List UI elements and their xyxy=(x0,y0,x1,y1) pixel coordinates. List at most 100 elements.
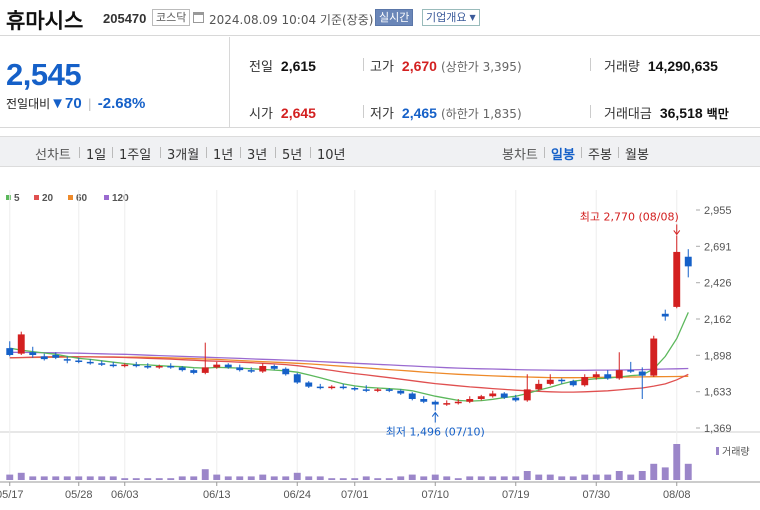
volume-bar-48 xyxy=(558,476,566,480)
volume-bar-15 xyxy=(178,476,186,480)
candle-body-33 xyxy=(385,389,393,391)
volume-label: 거래량 xyxy=(604,60,640,75)
volume-bar-14 xyxy=(167,478,175,480)
volume-bar-52 xyxy=(604,474,612,480)
candle-body-47 xyxy=(546,379,554,384)
volume-bar-50 xyxy=(581,474,589,480)
candle-body-57 xyxy=(661,313,669,317)
volume-bar-3 xyxy=(40,476,48,480)
candle-body-43 xyxy=(500,393,508,398)
volume-bar-58 xyxy=(673,444,681,480)
volume-bar-49 xyxy=(569,476,577,480)
legend-ma5: 5 xyxy=(6,193,20,204)
candle-body-28 xyxy=(328,386,336,389)
x-tick-label-06-03: 06/03 xyxy=(111,489,139,501)
legend-ma120: 120 xyxy=(104,193,129,204)
candle-body-6 xyxy=(75,360,83,363)
legend-ma60: 60 xyxy=(68,193,87,204)
volume-bar-8 xyxy=(98,476,106,480)
candle-body-9 xyxy=(109,364,117,367)
low-label: 저가 xyxy=(370,107,394,122)
candle-body-12 xyxy=(144,366,152,368)
candle-body-27 xyxy=(316,386,324,389)
period-10y[interactable]: 10년 xyxy=(317,148,346,163)
volume-bar-57 xyxy=(661,467,669,480)
volume-bar-18 xyxy=(213,474,221,480)
volume-value: 14,290,635 xyxy=(647,58,718,74)
candle-weekly[interactable]: 주봉 xyxy=(588,148,612,163)
volume: 거래량 14,290,635 xyxy=(604,56,718,75)
candle-body-45 xyxy=(523,389,531,401)
ma60-line xyxy=(9,356,689,379)
volume-bar-47 xyxy=(546,474,554,480)
volume-bar-31 xyxy=(362,476,370,480)
candle-body-7 xyxy=(86,361,94,364)
candle-body-17 xyxy=(201,367,209,373)
period-5y[interactable]: 5년 xyxy=(282,148,303,163)
volume-bar-19 xyxy=(224,476,232,480)
candle-body-26 xyxy=(305,382,313,387)
volume-bar-29 xyxy=(339,478,347,480)
turnover: 거래대금 36,518 백만 xyxy=(604,103,729,122)
candle-body-8 xyxy=(98,363,106,365)
change-value: 70 xyxy=(65,95,82,112)
ma5-line xyxy=(9,312,689,402)
volume-bar-51 xyxy=(592,474,600,480)
candle-body-16 xyxy=(190,370,198,373)
legend-ma120-label: 120 xyxy=(112,193,129,204)
volume-bar-27 xyxy=(316,476,324,480)
x-tick-label-07-10: 07/10 xyxy=(421,489,449,501)
period-3y[interactable]: 3년 xyxy=(247,148,268,163)
candlestick-chart[interactable]: 2,955 2,691 2,426 2,162 1,898 1,633 1,369 05/17… xyxy=(0,190,760,510)
volume-bar-1 xyxy=(17,472,25,480)
candle-body-31 xyxy=(362,389,370,391)
candle-body-37 xyxy=(431,401,439,405)
candle-body-11 xyxy=(132,364,140,367)
y-tick-label-0: 2,955 xyxy=(704,205,732,217)
volume-bar-43 xyxy=(500,476,508,480)
high-annotation: 최고 2,770 (08/08) xyxy=(580,210,679,223)
market-badge: 코스닥 xyxy=(152,9,191,26)
volume-bar-20 xyxy=(236,476,244,480)
volume-bar-36 xyxy=(420,476,428,480)
y-tick-label-1: 2,691 xyxy=(704,241,732,253)
turnover-unit: 백만 xyxy=(706,107,729,121)
candle-daily[interactable]: 일봉 xyxy=(551,148,575,163)
ma20-line xyxy=(9,356,689,393)
candle-body-51 xyxy=(592,374,600,378)
legend-ma20-label: 20 xyxy=(42,193,54,204)
chevron-down-icon: ▼ xyxy=(469,13,476,22)
volume-bar-7 xyxy=(86,476,94,480)
volume-bar-55 xyxy=(638,471,646,480)
live-badge[interactable]: 실시간 xyxy=(375,9,414,26)
volume-bar-32 xyxy=(374,478,382,480)
low-annotation: 최저 1,496 (07/10) xyxy=(386,426,485,439)
volume-bar-4 xyxy=(52,476,60,480)
x-tick-label-05-17: 05/17 xyxy=(0,489,24,501)
candle-monthly[interactable]: 월봉 xyxy=(625,148,649,163)
candle-body-14 xyxy=(167,366,175,368)
period-1y[interactable]: 1년 xyxy=(213,148,234,163)
y-tick-label-2: 2,426 xyxy=(704,278,732,290)
candle-body-41 xyxy=(477,396,485,399)
candle-body-42 xyxy=(489,393,497,397)
candle-body-55 xyxy=(638,371,646,376)
volume-bar-24 xyxy=(282,476,290,480)
volume-bar-10 xyxy=(121,478,129,480)
volume-label: 거래량 xyxy=(722,446,750,458)
volume-bar-2 xyxy=(29,476,37,480)
volume-bar-26 xyxy=(305,476,313,480)
period-1d[interactable]: 1일 xyxy=(86,148,107,163)
candle-body-3 xyxy=(40,356,48,360)
period-1w[interactable]: 1주일 xyxy=(119,148,152,163)
period-3m[interactable]: 3개월 xyxy=(167,148,200,163)
x-tick-label-07-30: 07/30 xyxy=(582,489,610,501)
day-low: 저가 2,465 (하한가 1,835) xyxy=(370,103,522,122)
candle-body-39 xyxy=(454,401,462,404)
open-price: 시가 2,645 xyxy=(249,103,316,122)
candle-body-2 xyxy=(29,352,37,356)
candle-body-52 xyxy=(604,374,612,379)
prev-close-label: 전일 xyxy=(249,60,273,75)
volume-bar-56 xyxy=(650,463,658,480)
company-info-button[interactable]: 기업개요 ▼ xyxy=(422,9,480,26)
